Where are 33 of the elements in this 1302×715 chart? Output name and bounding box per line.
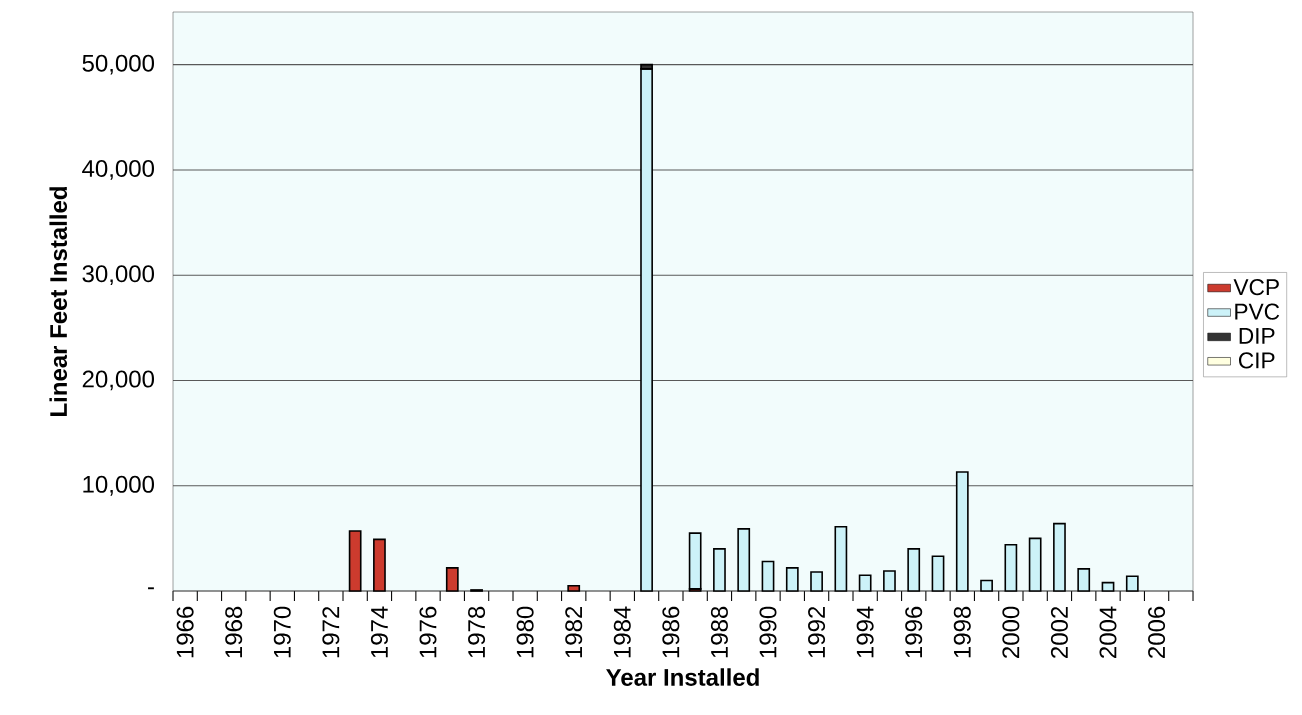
x-tick-label: 1982	[565, 606, 583, 658]
x-tick-label: 1968	[225, 606, 243, 658]
legend-label: DIP	[1239, 328, 1275, 344]
x-tick-label: 1988	[710, 606, 728, 658]
legend-label: CIP	[1238, 352, 1275, 369]
y-tick-label: 50,000	[82, 54, 155, 75]
x-tick-label: 1992	[808, 606, 826, 658]
x-tick-label: 2006	[1148, 606, 1166, 658]
y-axis-title: Linear Feet Installed	[49, 187, 68, 416]
x-tick-label: 2002	[1050, 606, 1068, 658]
x-tick-label: 1972	[322, 606, 340, 658]
x-tick-label: 2000	[1002, 606, 1020, 658]
x-tick-label: 1998	[953, 606, 971, 658]
y-tick-label: 20,000	[82, 370, 155, 391]
x-tick-label: 1978	[468, 606, 486, 658]
x-tick-label: 1984	[613, 606, 631, 658]
y-tick-label: -	[148, 587, 154, 590]
x-tick-label: 2004	[1099, 606, 1117, 658]
x-tick-label: 1996	[905, 606, 923, 658]
x-tick-label: 1980	[516, 606, 534, 658]
y-tick-label: 30,000	[82, 265, 155, 286]
legend-label: VCP	[1233, 279, 1279, 296]
y-tick-label: 10,000	[83, 475, 155, 496]
x-tick-label: 1976	[419, 606, 437, 658]
x-axis-title: Year Installed	[606, 668, 759, 686]
x-tick-label: 1966	[176, 606, 194, 658]
x-tick-label: 1970	[273, 606, 291, 658]
y-tick-label: 40,000	[82, 159, 155, 180]
legend-label: PVC	[1235, 303, 1280, 320]
x-tick-label: 1990	[759, 606, 777, 658]
x-tick-label: 1974	[370, 606, 388, 658]
x-tick-label: 1994	[856, 606, 874, 658]
x-tick-label: 1986	[662, 606, 680, 658]
